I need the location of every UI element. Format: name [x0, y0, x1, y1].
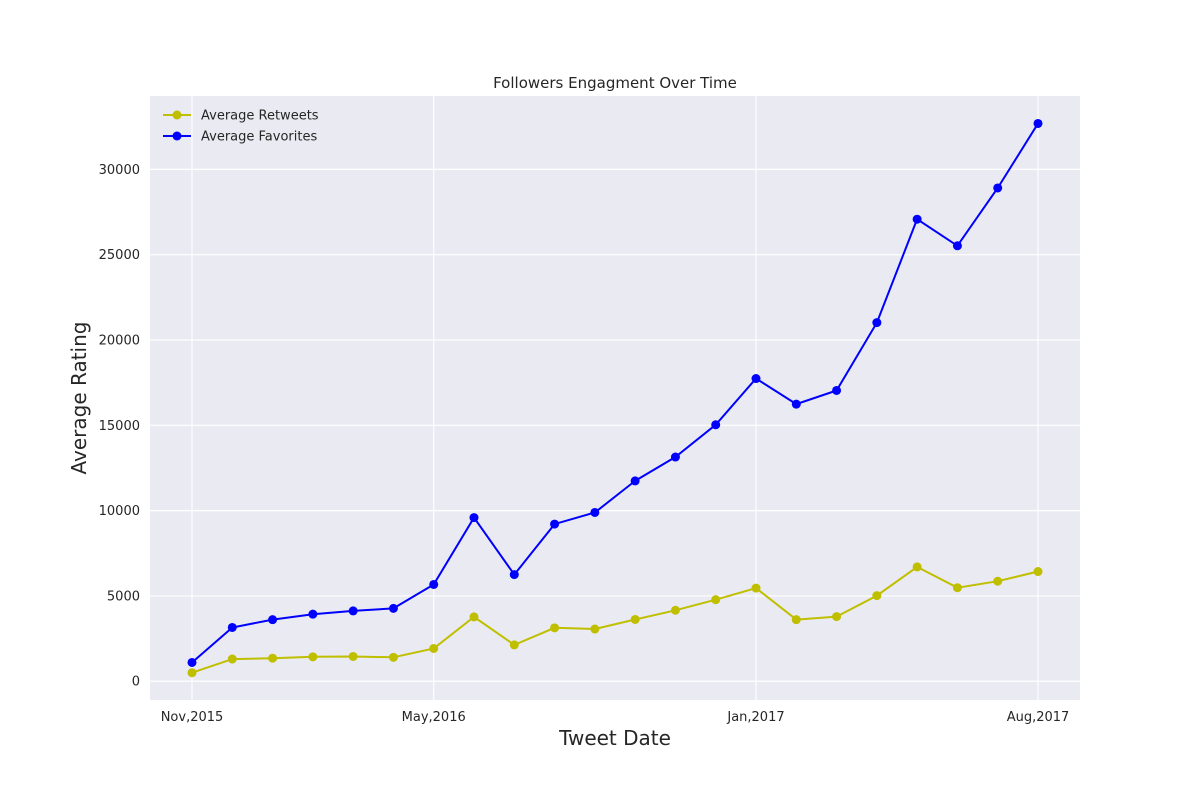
series-retweets [187, 562, 1043, 678]
data-point [590, 624, 600, 634]
data-point [630, 614, 640, 624]
data-point [509, 570, 519, 580]
series-line [191, 565, 1039, 674]
data-point [751, 583, 761, 593]
data-point [872, 318, 882, 328]
grid-lines [150, 96, 1080, 700]
series-layer [187, 118, 1043, 678]
data-point [469, 612, 479, 622]
y-tick-label: 25000 [99, 248, 140, 263]
legend-label-retweets: Average Retweets [201, 109, 319, 124]
plot-area [150, 96, 1080, 700]
data-point [912, 214, 922, 224]
data-point [952, 241, 962, 251]
y-tick-label: 0 [132, 675, 140, 690]
data-point [670, 605, 680, 615]
data-point [952, 583, 962, 593]
x-tick-label: Jan,2017 [726, 710, 784, 725]
data-point [348, 651, 358, 661]
y-tick-label: 10000 [99, 504, 140, 519]
x-tick-label: May,2016 [402, 710, 466, 725]
data-point [711, 420, 721, 430]
series-favorites [187, 118, 1043, 667]
data-point [348, 606, 358, 616]
tick-labels: 0 5000 10000 15000 20000 25000 30000 Nov,2015 Ma… [99, 163, 1070, 725]
y-tick-label: 5000 [107, 589, 140, 604]
data-point [268, 615, 278, 625]
data-point [268, 653, 278, 663]
data-point [590, 507, 600, 517]
data-point [187, 668, 197, 678]
data-point [791, 615, 801, 625]
data-point [832, 612, 842, 622]
legend: Average Retweets Average Favorites [163, 109, 319, 145]
x-tick-label: Nov,2015 [161, 710, 224, 725]
data-point [429, 579, 439, 589]
legend-marker-favorites [172, 131, 182, 141]
data-point [388, 652, 398, 662]
data-point [308, 609, 318, 619]
data-point [832, 385, 842, 395]
data-point [912, 562, 922, 572]
data-point [993, 183, 1003, 193]
chart-title: Followers Engagment Over Time [493, 74, 737, 92]
x-axis-label: Tweet Date [558, 726, 671, 750]
y-tick-label: 20000 [99, 333, 140, 348]
data-point [993, 576, 1003, 586]
data-point [227, 654, 237, 664]
data-point [751, 374, 761, 384]
data-point [872, 591, 882, 601]
data-point [550, 623, 560, 633]
y-tick-label: 30000 [99, 163, 140, 178]
data-point [550, 519, 560, 529]
data-point [187, 657, 197, 667]
y-tick-label: 15000 [99, 419, 140, 434]
series-line [191, 122, 1039, 664]
legend-label-favorites: Average Favorites [201, 130, 317, 145]
data-point [388, 603, 398, 613]
data-point [429, 643, 439, 653]
data-point [308, 652, 318, 662]
data-point [1033, 567, 1043, 577]
data-point [711, 595, 721, 605]
y-axis-label: Average Rating [67, 322, 91, 475]
data-point [1033, 118, 1043, 128]
data-point [791, 399, 801, 409]
data-point [630, 476, 640, 486]
data-point [509, 640, 519, 650]
data-point [469, 513, 479, 523]
legend-marker-retweets [172, 110, 182, 120]
x-tick-label: Aug,2017 [1007, 710, 1070, 725]
data-point [227, 622, 237, 632]
data-point [670, 452, 680, 462]
